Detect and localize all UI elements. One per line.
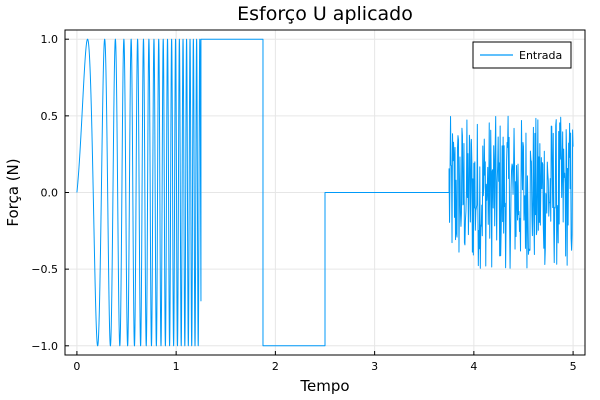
ticks-layer: 0 1 2 3 4 5 −1.0 −0.5 0.0 0.5 1.0 — [31, 30, 585, 373]
chart-title: Esforço U aplicado — [237, 3, 413, 25]
legend: Entrada — [472, 41, 572, 69]
x-tick-label: 3 — [371, 360, 378, 373]
series-line — [76, 38, 574, 347]
y-tick-label: −1.0 — [31, 340, 58, 353]
series-layer — [76, 38, 574, 347]
x-tick-label: 5 — [570, 360, 577, 373]
x-tick-label: 0 — [73, 360, 80, 373]
y-tick-label: 0.0 — [41, 187, 59, 200]
x-tick-label: 2 — [272, 360, 279, 373]
y-axis-label: Força (N) — [4, 158, 22, 226]
legend-label: Entrada — [519, 49, 562, 62]
y-tick-label: 0.5 — [41, 110, 59, 123]
x-tick-label: 1 — [173, 360, 180, 373]
x-axis-label: Tempo — [299, 377, 349, 395]
y-tick-label: −0.5 — [31, 263, 58, 276]
y-tick-label: 1.0 — [41, 33, 59, 46]
x-tick-label: 4 — [470, 360, 477, 373]
